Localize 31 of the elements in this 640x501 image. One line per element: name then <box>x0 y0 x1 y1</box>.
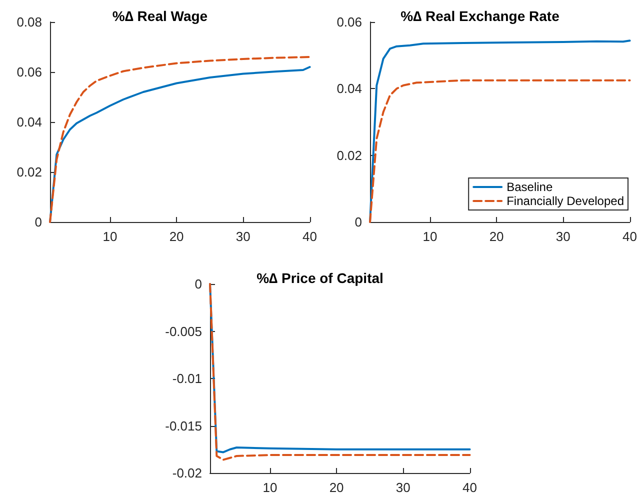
y-tick-label: 0.08 <box>16 14 42 30</box>
y-tick-label: 0.02 <box>16 164 42 180</box>
x-tick-label: 10 <box>262 480 278 495</box>
y-tick-label: -0.02 <box>172 466 202 480</box>
chart-title: %∆ Real Exchange Rate <box>400 8 560 24</box>
x-tick-label: 10 <box>102 229 118 244</box>
y-tick-label: -0.015 <box>165 418 202 434</box>
y-tick-label: 0.02 <box>336 148 362 163</box>
y-tick-label: 0 <box>194 276 202 292</box>
x-tick-label: 10 <box>422 229 438 244</box>
x-tick-label: 30 <box>556 229 570 244</box>
x-tick-label: 20 <box>489 229 504 244</box>
x-tick-label: 30 <box>236 229 250 244</box>
y-tick-label: -0.01 <box>172 371 202 386</box>
legend-label: Baseline <box>506 180 553 194</box>
x-tick-label: 20 <box>329 480 344 495</box>
x-tick-label: 40 <box>302 229 318 244</box>
y-tick-label: 0.04 <box>16 114 42 130</box>
x-tick-label: 30 <box>396 480 410 495</box>
x-tick-label: 40 <box>622 229 638 244</box>
chart-title: %∆ Price of Capital <box>256 270 384 286</box>
y-tick-label: 0 <box>34 214 42 230</box>
x-tick-label: 20 <box>169 229 184 244</box>
y-tick-label: -0.005 <box>165 324 202 339</box>
y-tick-label: 0.06 <box>16 64 42 80</box>
y-tick-label: 0.04 <box>336 81 362 96</box>
legend-label: Financially Developed <box>506 194 624 208</box>
y-tick-label: 0.06 <box>336 14 362 30</box>
x-tick-label: 40 <box>462 480 478 495</box>
chart-title: %∆ Real Wage <box>112 8 208 24</box>
y-tick-label: 0 <box>354 214 362 230</box>
